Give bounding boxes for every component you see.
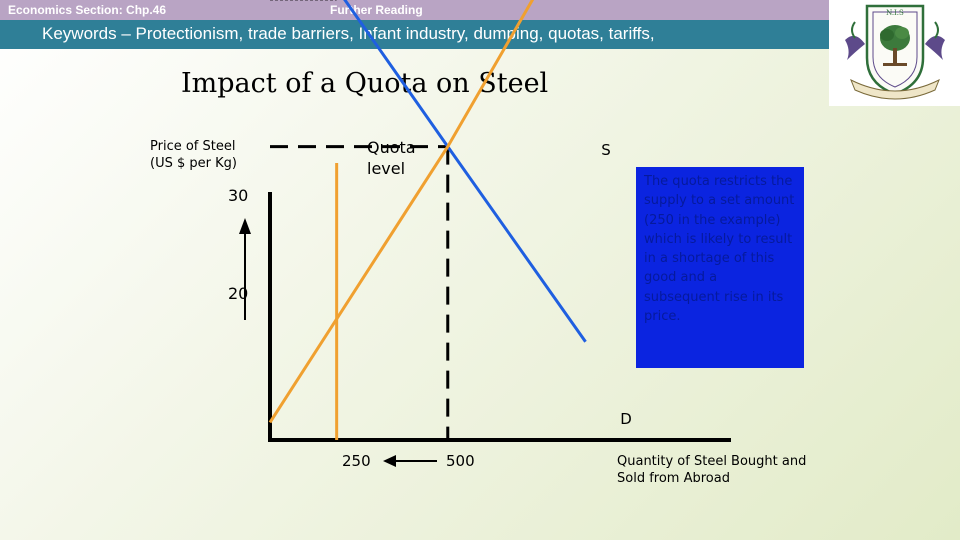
y-tick-20: 20 <box>228 284 248 303</box>
keywords-bar: Keywords – Protectionism, trade barriers… <box>0 20 830 49</box>
series-label-d: D <box>620 410 632 428</box>
y-axis-label-line-2: (US $ per Kg) <box>150 156 237 171</box>
price-rise-arrow-head <box>239 218 251 234</box>
section-label: Economics Section: Chp.46 <box>8 3 167 17</box>
x-axis-label-line-1: Quantity of Steel Bought and <box>617 454 806 469</box>
y-axis-label-line-1: Price of Steel <box>150 139 235 154</box>
school-crest-icon: N.I.S <box>845 4 945 100</box>
series-line-d <box>343 0 587 343</box>
x-tick-500: 500 <box>446 452 475 470</box>
x-tick-250: 250 <box>342 452 371 470</box>
series-line-s <box>268 0 535 424</box>
x-axis-label-line-2: Sold from Abroad <box>617 471 730 486</box>
quota-label-line-1: Quota <box>367 138 416 157</box>
chart-title: Impact of a Quota on Steel <box>181 68 549 99</box>
quota-label-line-2: level <box>367 159 405 178</box>
series-label-s: S <box>601 141 611 159</box>
keywords-text: Keywords – Protectionism, trade barriers… <box>42 24 655 43</box>
y-tick-30: 30 <box>228 186 248 205</box>
logo-text: N.I.S <box>886 9 904 17</box>
quantity-reduction-arrow-head <box>383 455 396 467</box>
school-logo: N.I.S <box>829 0 960 106</box>
explanation-box: The quota restricts the supply to a set … <box>636 167 804 368</box>
